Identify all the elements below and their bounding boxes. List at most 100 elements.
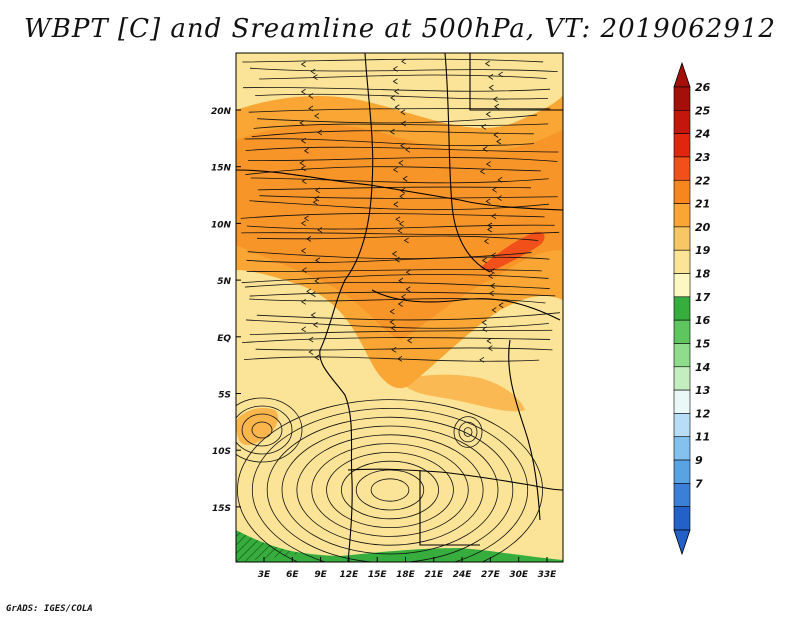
streamline-arrow (303, 147, 309, 154)
lat-label-20n: 20N (211, 107, 232, 117)
colorbar-label-18: 18 (695, 268, 711, 281)
colorbar-segment (673, 156, 691, 181)
streamline (241, 274, 549, 284)
streamline (248, 157, 558, 162)
colorbar-segment (673, 86, 691, 111)
streamline (241, 413, 283, 447)
streamline-arrow (301, 178, 307, 184)
streamline (249, 67, 558, 73)
streamline-arrow (314, 354, 320, 361)
colorbar: 26 25 24 23 22 21 20 19 18 17 16 15 14 13 12 11 9 7 (673, 61, 711, 556)
streamline-arrow (315, 257, 321, 264)
colorbar-label-15: 15 (695, 337, 711, 350)
streamline-arrow (389, 319, 395, 325)
streamline-arrow (300, 61, 306, 68)
streamline-arrow (401, 58, 406, 65)
colorbar-segment (673, 366, 691, 391)
lat-label-10s: 10S (212, 447, 231, 457)
streamline-arrow (497, 176, 503, 183)
streamline-arrow (479, 356, 485, 363)
streamline-arrow (392, 166, 398, 173)
streamline-arrow (481, 319, 487, 326)
colorbar-segment (673, 319, 691, 344)
shading-23 (480, 231, 545, 272)
streamline (453, 416, 483, 448)
streamline-arrow (481, 257, 487, 264)
streamline (257, 235, 539, 241)
latitude-labels: 20N 15N 10N 5N EQ 5S 10S 15S (211, 107, 241, 514)
colorbar-label-22: 22 (695, 174, 711, 187)
colorbar-segment (673, 110, 691, 134)
streamline-arrow (300, 88, 306, 95)
streamline-arrow (317, 227, 323, 233)
colorbar-segment (673, 249, 691, 274)
streamline-arrow (317, 129, 323, 136)
streamline-arrow (398, 220, 404, 227)
streamline-arrow (488, 84, 494, 91)
streamline-arrow (403, 237, 409, 244)
colorbar-label-21: 21 (695, 198, 710, 211)
hatched-region (236, 530, 300, 562)
streamline (259, 74, 547, 80)
streamline-arrow (493, 132, 499, 138)
streamline-arrow (492, 96, 498, 103)
streamline-arrow (496, 138, 502, 145)
streamline-arrow (399, 142, 405, 149)
streamline-arrow (485, 198, 491, 205)
streamline (311, 443, 469, 537)
streamline-arrow (314, 187, 320, 194)
streamline-arrow (392, 66, 398, 72)
streamline-arrow (314, 278, 320, 284)
streamline-arrow (308, 336, 314, 343)
streamline (237, 399, 543, 562)
colorbar-segment (673, 436, 691, 461)
streamline (236, 405, 293, 455)
streamline (242, 337, 551, 344)
colorbar-label-11: 11 (695, 431, 710, 444)
streamline-arrow (484, 60, 490, 67)
streamline-arrow (389, 308, 395, 315)
streamline-arrow (310, 291, 316, 297)
streamline (266, 416, 514, 562)
lat-label-5s: 5S (218, 391, 231, 401)
colorbar-segment (673, 413, 691, 438)
colorbar-label-17: 17 (695, 291, 711, 304)
streamline-arrow (491, 213, 497, 220)
lon-label-33e: 33E (538, 570, 558, 580)
streamline-arrow (397, 227, 403, 234)
streamline-arrow (399, 193, 405, 200)
lat-label-eq: EQ (217, 334, 231, 344)
streamline-arrow (308, 105, 314, 112)
streamline-arrow (306, 288, 312, 295)
streamline (250, 177, 549, 184)
streamline-arrow (312, 199, 318, 206)
streamline-arrow (393, 201, 399, 208)
streamline-arrow (491, 307, 497, 313)
colorbar-label-23: 23 (695, 151, 711, 164)
colorbar-segment (673, 133, 691, 158)
streamline (256, 312, 560, 321)
streamline-arrow (496, 195, 502, 201)
streamline (245, 146, 559, 153)
streamline-arrow (402, 175, 408, 182)
streamline-arrow (300, 247, 306, 254)
streamline-arrow (395, 216, 401, 223)
streamline-arrow (486, 338, 492, 344)
streamline-arrow (481, 123, 487, 130)
streamline (246, 269, 542, 272)
streamline (257, 114, 538, 124)
streamline-arrow (400, 109, 406, 116)
streamline-arrow (397, 355, 403, 362)
shading-21-central (400, 374, 525, 412)
streamline (240, 213, 545, 219)
colorbar-segment (673, 343, 691, 368)
streamline-arrow (299, 160, 305, 166)
lat-label-10n: 10N (211, 220, 232, 230)
streamline-arrow (488, 74, 494, 80)
streamline-arrow (310, 312, 316, 318)
colorbar-segment (673, 296, 691, 321)
streamline (458, 421, 478, 443)
streamline-arrow (390, 95, 396, 101)
streamline-arrow (390, 325, 396, 331)
streamline (251, 130, 534, 138)
